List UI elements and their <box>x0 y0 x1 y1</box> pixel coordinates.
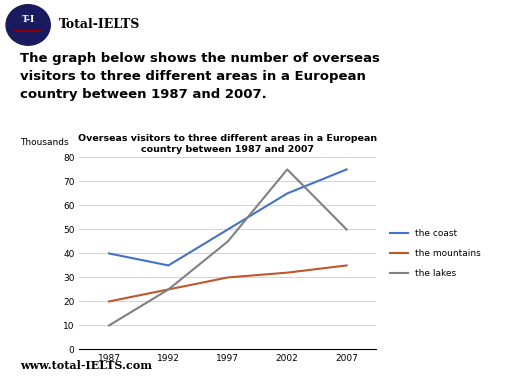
Circle shape <box>6 5 50 45</box>
Text: The graph below shows the number of overseas
visitors to three different areas i: The graph below shows the number of over… <box>20 52 380 101</box>
Title: Overseas visitors to three different areas in a European
country between 1987 an: Overseas visitors to three different are… <box>78 134 377 154</box>
Legend: the coast, the mountains, the lakes: the coast, the mountains, the lakes <box>390 229 481 278</box>
Text: Thousands: Thousands <box>20 138 69 147</box>
Text: Total-IELTS: Total-IELTS <box>59 18 140 31</box>
Text: www.total-IELTS.com: www.total-IELTS.com <box>20 360 152 371</box>
Text: T-I: T-I <box>22 15 35 25</box>
